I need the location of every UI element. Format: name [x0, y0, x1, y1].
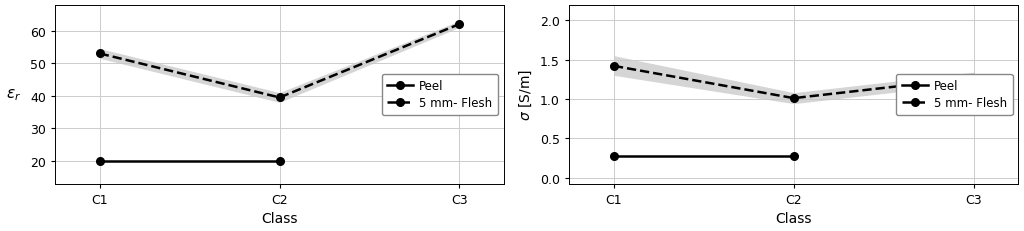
- 5 mm- Flesh: [608, 65, 621, 68]
- 5 mm- Flesh: [454, 24, 466, 26]
- 5 mm- Flesh: [93, 53, 105, 56]
- Legend: Peel, 5 mm- Flesh: Peel, 5 mm- Flesh: [896, 74, 1013, 115]
- Line: Peel: Peel: [96, 158, 284, 165]
- Peel: [93, 160, 105, 163]
- Line: 5 mm- Flesh: 5 mm- Flesh: [610, 63, 977, 103]
- Y-axis label: $\epsilon_r$: $\epsilon_r$: [5, 87, 20, 103]
- Line: Peel: Peel: [610, 153, 798, 161]
- Peel: [608, 155, 621, 158]
- 5 mm- Flesh: [787, 97, 800, 100]
- Peel: [273, 160, 286, 163]
- Legend: Peel, 5 mm- Flesh: Peel, 5 mm- Flesh: [382, 74, 499, 115]
- X-axis label: Class: Class: [261, 212, 298, 225]
- Line: 5 mm- Flesh: 5 mm- Flesh: [96, 21, 463, 102]
- Y-axis label: $\sigma$ [S/m]: $\sigma$ [S/m]: [518, 69, 535, 121]
- 5 mm- Flesh: [273, 97, 286, 99]
- Peel: [787, 155, 800, 158]
- 5 mm- Flesh: [968, 77, 980, 80]
- X-axis label: Class: Class: [775, 212, 812, 225]
